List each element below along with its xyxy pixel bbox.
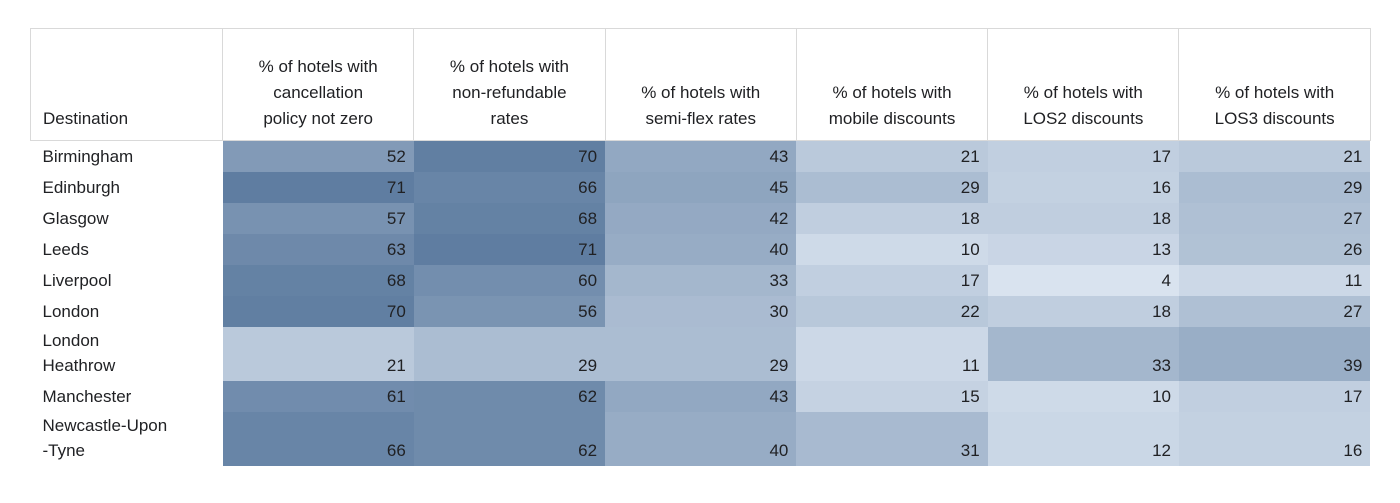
value-cell: 33 [987,326,1179,381]
column-header: % of hotels with LOS3 discounts [1178,28,1371,141]
value-cell: 61 [222,380,414,412]
value-cell: 12 [987,411,1179,466]
value-cell: 21 [222,326,414,381]
destination-cell: Glasgow [30,202,223,234]
value-cell: 39 [1178,326,1371,381]
value-cell: 42 [605,202,797,234]
destination-cell: Liverpool [30,264,223,296]
column-header: % of hotels with cancellation policy not… [221,28,415,141]
value-cell: 15 [796,380,988,412]
value-cell: 21 [796,140,988,172]
table-row: London 70 56 30 22 18 27 [30,295,1371,327]
column-header: % of hotels with mobile discounts [795,28,989,141]
destination-cell: London Heathrow [30,326,223,381]
value-cell: 62 [413,411,606,466]
value-cell: 26 [1178,233,1371,265]
value-cell: 16 [1178,411,1371,466]
value-cell: 66 [413,171,606,203]
value-cell: 18 [987,295,1179,327]
destination-cell: Newcastle-Upon -Tyne [30,411,223,466]
table-row: Liverpool 68 60 33 17 4 11 [30,264,1371,296]
value-cell: 40 [605,411,797,466]
value-cell: 22 [796,295,988,327]
value-cell: 17 [987,140,1179,172]
table-header: Destination% of hotels with cancellation… [30,28,1371,141]
value-cell: 18 [796,202,988,234]
table-row: Leeds 63 71 40 10 13 26 [30,233,1371,265]
value-cell: 70 [222,295,414,327]
table-row: Birmingham 52 70 43 21 17 21 [30,140,1371,172]
value-cell: 16 [987,171,1179,203]
value-cell: 11 [796,326,988,381]
heatmap-table: Destination% of hotels with cancellation… [30,28,1371,466]
value-cell: 62 [413,380,606,412]
value-cell: 60 [413,264,606,296]
value-cell: 17 [1178,380,1371,412]
column-header: % of hotels with LOS2 discounts [987,28,1180,141]
value-cell: 56 [413,295,606,327]
value-cell: 29 [796,171,988,203]
value-cell: 70 [413,140,606,172]
value-cell: 43 [605,140,797,172]
table-body: Birmingham 52 70 43 21 17 21 Edinburgh 71 66 45 29 1… [30,140,1371,466]
value-cell: 4 [987,264,1179,296]
heatmap-table-container: Destination% of hotels with cancellation… [30,28,1371,466]
value-cell: 66 [222,411,414,466]
value-cell: 52 [222,140,414,172]
value-cell: 45 [605,171,797,203]
value-cell: 71 [413,233,606,265]
value-cell: 33 [605,264,797,296]
value-cell: 68 [413,202,606,234]
value-cell: 29 [413,326,606,381]
value-cell: 17 [796,264,988,296]
column-header-destination: Destination [30,28,223,141]
table-row: Manchester 61 62 43 15 10 17 [30,380,1371,412]
table-row: Newcastle-Upon -Tyne 66 62 40 31 12 16 [30,411,1371,466]
table-row: Glasgow 57 68 42 18 18 27 [30,202,1371,234]
destination-cell: Manchester [30,380,223,412]
destination-cell: Birmingham [30,140,223,172]
value-cell: 29 [1178,171,1371,203]
value-cell: 27 [1178,202,1371,234]
value-cell: 13 [987,233,1179,265]
value-cell: 71 [222,171,414,203]
value-cell: 43 [605,380,797,412]
destination-cell: Leeds [30,233,223,265]
destination-cell: Edinburgh [30,171,223,203]
value-cell: 10 [987,380,1179,412]
value-cell: 30 [605,295,797,327]
destination-cell: London [30,295,223,327]
table-row: Edinburgh 71 66 45 29 16 29 [30,171,1371,203]
value-cell: 18 [987,202,1179,234]
header-row: Destination% of hotels with cancellation… [30,28,1371,141]
value-cell: 10 [796,233,988,265]
value-cell: 31 [796,411,988,466]
column-header: % of hotels with non-refundable rates [413,28,606,141]
value-cell: 68 [222,264,414,296]
value-cell: 29 [605,326,797,381]
column-header: % of hotels with semi-flex rates [604,28,797,141]
value-cell: 57 [222,202,414,234]
value-cell: 63 [222,233,414,265]
value-cell: 40 [605,233,797,265]
value-cell: 21 [1178,140,1371,172]
value-cell: 27 [1178,295,1371,327]
value-cell: 11 [1178,264,1371,296]
table-row: London Heathrow 21 29 29 11 33 39 [30,326,1371,381]
